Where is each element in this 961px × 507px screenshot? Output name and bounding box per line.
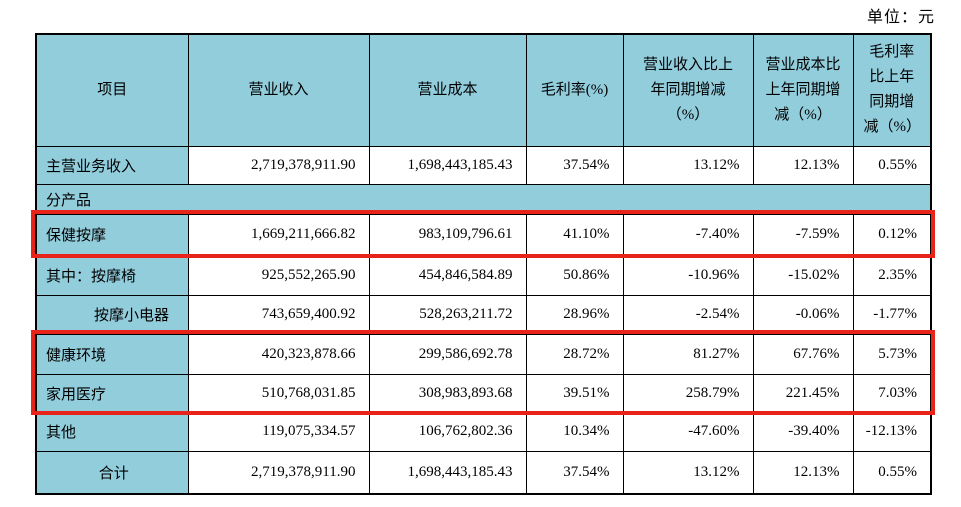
table-row-health-massage: 保健按摩 1,669,211,666.82 983,109,796.61 41.… (35, 213, 932, 256)
row-label: 其中：按摩椅 (35, 254, 189, 296)
cell-margin: 28.72% (525, 333, 624, 375)
cell-cost: 528,263,211.72 (368, 294, 527, 335)
cell-cost: 1,698,443,185.43 (368, 450, 527, 495)
cell-cost-yoy: -7.59% (752, 213, 854, 256)
cell-margin-yoy: 5.73% (852, 333, 932, 375)
cell-revenue-yoy: 13.12% (622, 450, 754, 495)
cell-cost-yoy: 12.13% (752, 145, 854, 185)
cell-revenue-yoy: -7.40% (622, 213, 754, 256)
table-row-healthy-environment: 健康环境 420,323,878.66 299,586,692.78 28.72… (35, 333, 932, 375)
cell-margin: 50.86% (525, 254, 624, 296)
cell-margin: 37.54% (525, 450, 624, 495)
row-label: 按摩小电器 (35, 294, 189, 335)
cell-margin-yoy: 0.12% (852, 213, 932, 256)
cell-margin-yoy: 0.55% (852, 145, 932, 185)
cell-revenue: 510,768,031.85 (187, 373, 370, 413)
table-row-small-massage-appliance: 按摩小电器 743,659,400.92 528,263,211.72 28.9… (35, 294, 932, 335)
cell-margin-yoy: -12.13% (852, 411, 932, 452)
table-header-row: 项目 营业收入 营业成本 毛利率(%) 营业收入比上年同期增减（%） 营业成本比… (35, 33, 932, 147)
table-row-home-medical: 家用医疗 510,768,031.85 308,983,893.68 39.51… (35, 373, 932, 413)
cell-margin: 39.51% (525, 373, 624, 413)
row-label: 主营业务收入 (35, 145, 189, 185)
cell-margin-yoy: 2.35% (852, 254, 932, 296)
cell-cost-yoy: 67.76% (752, 333, 854, 375)
section-label: 分产品 (35, 183, 932, 215)
cell-cost-yoy: -39.40% (752, 411, 854, 452)
table-row-other: 其他 119,075,334.57 106,762,802.36 10.34% … (35, 411, 932, 452)
cell-cost: 308,983,893.68 (368, 373, 527, 413)
cell-revenue: 925,552,265.90 (187, 254, 370, 296)
cell-cost: 454,846,584.89 (368, 254, 527, 296)
cell-revenue-yoy: -47.60% (622, 411, 754, 452)
row-label: 家用医疗 (35, 373, 189, 413)
cell-cost: 106,762,802.36 (368, 411, 527, 452)
cell-margin: 10.34% (525, 411, 624, 452)
table-row-main-business: 主营业务收入 2,719,378,911.90 1,698,443,185.43… (35, 145, 932, 185)
header-margin-yoy: 毛利率比上年同期增减（%） (852, 33, 932, 147)
header-revenue: 营业收入 (187, 33, 370, 147)
cell-cost: 983,109,796.61 (368, 213, 527, 256)
cell-cost-yoy: 221.45% (752, 373, 854, 413)
cell-cost-yoy: -0.06% (752, 294, 854, 335)
revenue-by-product-table: 项目 营业收入 营业成本 毛利率(%) 营业收入比上年同期增减（%） 营业成本比… (35, 33, 932, 495)
header-gross-margin: 毛利率(%) (525, 33, 624, 147)
row-label: 健康环境 (35, 333, 189, 375)
cell-margin-yoy: -1.77% (852, 294, 932, 335)
cell-margin: 37.54% (525, 145, 624, 185)
cell-cost-yoy: 12.13% (752, 450, 854, 495)
header-item: 项目 (35, 33, 189, 147)
cell-margin: 41.10% (525, 213, 624, 256)
row-label: 保健按摩 (35, 213, 189, 256)
header-cost-yoy: 营业成本比上年同期增减（%） (752, 33, 854, 147)
cell-margin-yoy: 0.55% (852, 450, 932, 495)
header-cost: 营业成本 (368, 33, 527, 147)
table-row-massage-chair: 其中：按摩椅 925,552,265.90 454,846,584.89 50.… (35, 254, 932, 296)
cell-revenue: 1,669,211,666.82 (187, 213, 370, 256)
cell-margin: 28.96% (525, 294, 624, 335)
cell-cost: 299,586,692.78 (368, 333, 527, 375)
unit-label: 单位：元 (866, 9, 935, 26)
cell-revenue-yoy: 13.12% (622, 145, 754, 185)
cell-revenue: 119,075,334.57 (187, 411, 370, 452)
header-revenue-yoy: 营业收入比上年同期增减（%） (622, 33, 754, 147)
cell-revenue: 420,323,878.66 (187, 333, 370, 375)
row-label: 合计 (35, 450, 189, 495)
cell-revenue: 743,659,400.92 (187, 294, 370, 335)
cell-revenue-yoy: 81.27% (622, 333, 754, 375)
cell-revenue-yoy: 258.79% (622, 373, 754, 413)
cell-revenue-yoy: -10.96% (622, 254, 754, 296)
cell-cost-yoy: -15.02% (752, 254, 854, 296)
table-row-total: 合计 2,719,378,911.90 1,698,443,185.43 37.… (35, 450, 932, 495)
row-label: 其他 (35, 411, 189, 452)
cell-revenue: 2,719,378,911.90 (187, 145, 370, 185)
cell-revenue-yoy: -2.54% (622, 294, 754, 335)
cell-cost: 1,698,443,185.43 (368, 145, 527, 185)
section-row-by-product: 分产品 (35, 183, 932, 215)
cell-revenue: 2,719,378,911.90 (187, 450, 370, 495)
cell-margin-yoy: 7.03% (852, 373, 932, 413)
